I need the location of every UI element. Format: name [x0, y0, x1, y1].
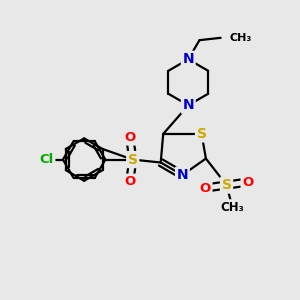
Text: N: N [182, 98, 194, 112]
Text: CH₃: CH₃ [230, 33, 252, 43]
Text: Cl: Cl [40, 153, 54, 166]
Text: O: O [124, 131, 135, 144]
Text: S: S [128, 153, 138, 166]
Text: S: S [196, 127, 207, 141]
Text: CH₃: CH₃ [220, 201, 244, 214]
Text: S: S [221, 178, 232, 192]
Text: O: O [124, 175, 135, 188]
Text: O: O [242, 176, 253, 189]
Text: O: O [200, 182, 211, 194]
Text: N: N [177, 168, 188, 182]
Text: N: N [182, 52, 194, 66]
